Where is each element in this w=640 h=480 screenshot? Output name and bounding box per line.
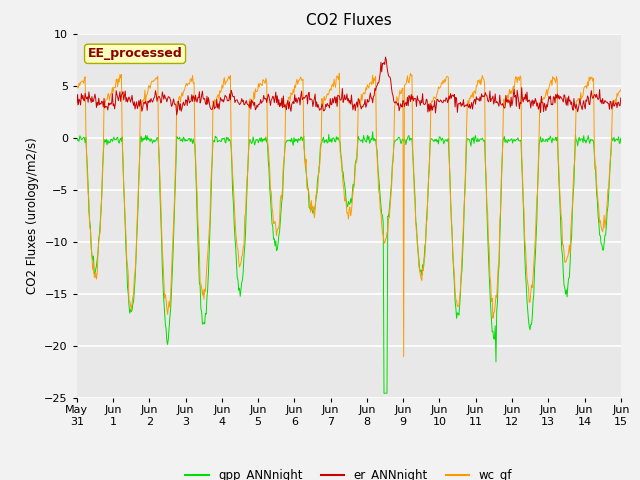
Text: EE_processed: EE_processed [88,48,182,60]
Title: CO2 Fluxes: CO2 Fluxes [306,13,392,28]
Legend: gpp_ANNnight, er_ANNnight, wc_gf: gpp_ANNnight, er_ANNnight, wc_gf [180,465,517,480]
Y-axis label: CO2 Fluxes (urology/m2/s): CO2 Fluxes (urology/m2/s) [26,138,38,294]
